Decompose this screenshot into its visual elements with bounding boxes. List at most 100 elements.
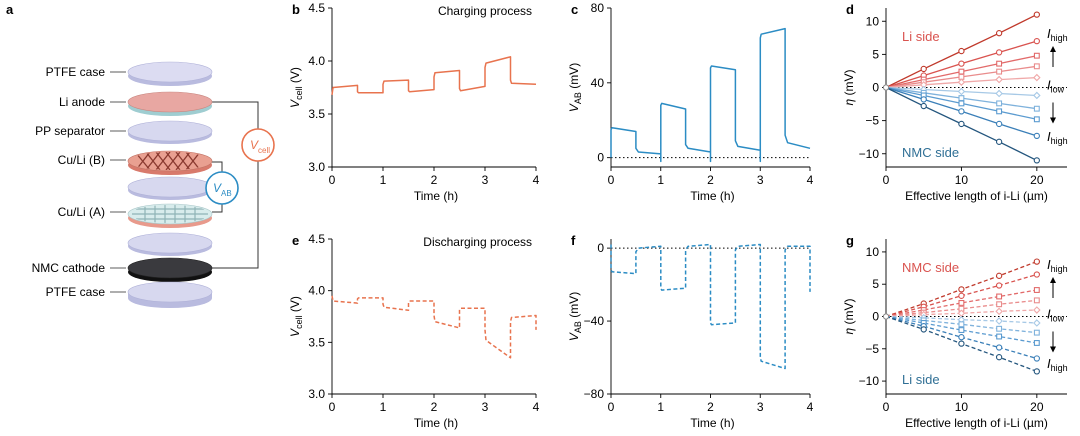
- xlabel-d: Effective length of i-Li (µm): [905, 189, 1048, 203]
- series-line-s4: [885, 299, 1037, 318]
- xtick-label: 1: [657, 400, 664, 414]
- current-symbol: I: [1047, 307, 1051, 322]
- arrow-up-head: [1050, 46, 1056, 52]
- data-point: [995, 120, 1003, 128]
- layer-label-cu-li-b: Cu/Li (B): [58, 153, 105, 167]
- xlabel-f: Time (h): [690, 416, 734, 430]
- data-point: [996, 325, 1003, 332]
- ytick-label: 3.0: [308, 387, 325, 401]
- ylabel-b: Vcell (V): [288, 67, 304, 108]
- current-subscript: high: [1051, 363, 1068, 373]
- panel-d: d −10 −5 0 5 10 0 10 20 Effective length of i-Li …: [842, 2, 1068, 203]
- ylabel-unit: (V): [288, 296, 302, 315]
- layer-label-cu-li-a: Cu/Li (A): [58, 205, 105, 219]
- xtick-label: 1: [657, 173, 664, 187]
- data-point: [920, 326, 927, 333]
- xtick-label: 4: [807, 400, 814, 414]
- side-label-bottom: NMC side: [902, 145, 959, 160]
- layer-label-pp-separator: PP separator: [35, 124, 105, 138]
- disk-cu-li-b: [127, 150, 213, 175]
- disk-ptfe-case-bottom: [127, 281, 213, 308]
- ytick-label: −5: [865, 114, 879, 128]
- panel-c: c 0 40 80 0 1 2 3 4 Time (h) VAB (mV): [567, 1, 814, 203]
- ytick-label: 4.0: [308, 54, 325, 68]
- ylabel-unit: (V): [288, 67, 302, 86]
- arrow-down-head: [1050, 346, 1056, 353]
- xtick-label: 10: [955, 173, 969, 187]
- axes-f: [610, 239, 810, 395]
- data-point: [958, 100, 965, 107]
- ylabel-unit: (mV): [567, 292, 581, 321]
- data-point: [958, 95, 965, 102]
- data-point: [958, 334, 965, 341]
- data-point: [1033, 132, 1040, 140]
- ylabel-sub: AB: [573, 92, 583, 104]
- data-point: [958, 68, 965, 75]
- data-point: [1033, 287, 1040, 293]
- side-label-top: NMC side: [902, 260, 959, 275]
- ylabel-e: Vcell (V): [288, 296, 304, 337]
- data-point: [1033, 37, 1040, 45]
- i-low: Ilow: [1047, 307, 1065, 324]
- xlabel-c: Time (h): [690, 189, 734, 203]
- data-point: [1033, 157, 1040, 164]
- data-point: [958, 321, 965, 328]
- layer-leader-lines: [110, 71, 126, 293]
- current-subscript: high: [1051, 33, 1068, 43]
- panel-label-c: c: [571, 2, 578, 17]
- arrow-down-head: [1050, 117, 1056, 124]
- ylabel-main: V: [567, 103, 581, 112]
- ylabel-main: η: [842, 99, 856, 106]
- current-symbol: I: [1047, 78, 1051, 93]
- data-point: [1033, 11, 1040, 18]
- ylabel-main: η: [842, 328, 856, 335]
- ytick-label: 40: [591, 76, 605, 90]
- disk-pp-separator: [127, 120, 213, 144]
- ytick-label: 3.5: [308, 335, 325, 349]
- current-symbol: I: [1047, 129, 1051, 144]
- ytick-label: 4.5: [308, 232, 325, 246]
- data-point: [995, 75, 1003, 84]
- data-point: [958, 286, 965, 293]
- disk-ptfe-case-top: [127, 61, 213, 86]
- data-point: [995, 138, 1003, 145]
- xtick-label: 10: [955, 400, 969, 414]
- layer-label-li-anode: Li anode: [59, 95, 105, 109]
- data-point: [1033, 271, 1040, 278]
- ytick-label: 0: [872, 81, 879, 95]
- ytick-label: 0: [872, 310, 879, 324]
- panel-label-e: e: [292, 233, 299, 248]
- vcell-subscript: cell: [258, 146, 270, 155]
- series-line-s7: [885, 315, 1037, 334]
- xtick-label: 2: [707, 400, 714, 414]
- xtick-label: 3: [482, 400, 489, 414]
- data-point: [995, 49, 1003, 56]
- ylabel-g: η (mV): [842, 298, 856, 334]
- data-point: [920, 102, 927, 110]
- xtick-label: 0: [608, 173, 615, 187]
- xtick-label: 2: [707, 173, 714, 187]
- data-point: [996, 333, 1003, 340]
- data-point: [958, 108, 965, 115]
- panel-label-d: d: [846, 2, 854, 17]
- ytick-label: 5: [872, 277, 879, 291]
- xtick-label: 0: [329, 400, 336, 414]
- data-point: [1033, 116, 1040, 123]
- ytick-label: −80: [584, 387, 605, 401]
- ylabel-sub: AB: [573, 321, 583, 333]
- data-point: [1033, 319, 1041, 327]
- data-point: [995, 354, 1003, 361]
- xtick-label: 2: [431, 173, 438, 187]
- data-point: [958, 47, 965, 55]
- ylabel-c: VAB (mV): [567, 63, 583, 112]
- xtick-label: 20: [1030, 400, 1044, 414]
- current-subscript: low: [1051, 85, 1065, 95]
- series-line-b: [331, 56, 537, 96]
- i-high-bottom: Ihigh: [1047, 129, 1068, 146]
- panel-label-g: g: [846, 233, 854, 248]
- disk-li-anode: [127, 91, 213, 116]
- current-subscript: low: [1051, 314, 1065, 324]
- title-e: Discharging process: [423, 235, 532, 249]
- data-point: [1033, 105, 1040, 112]
